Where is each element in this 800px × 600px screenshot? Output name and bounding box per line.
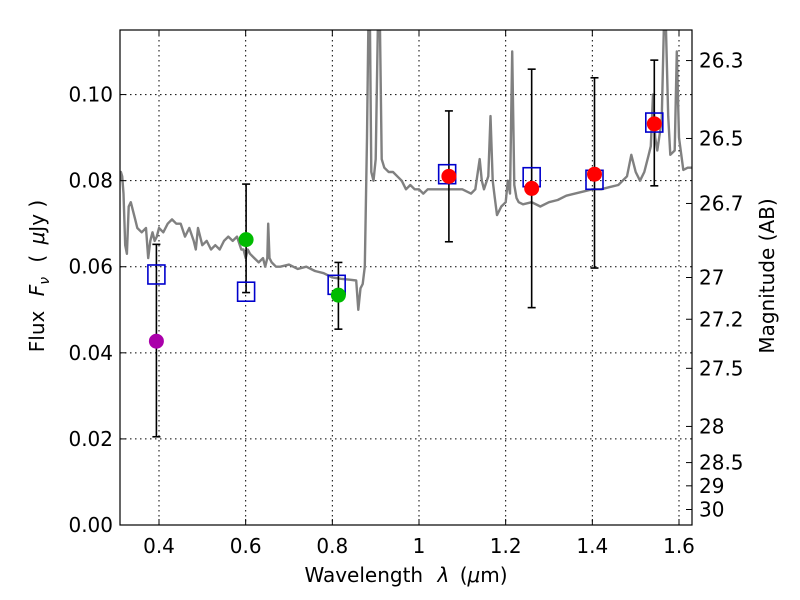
y-tick-label: 0.00	[68, 513, 113, 537]
grid	[120, 30, 692, 526]
error-bars	[152, 59, 659, 438]
y2-tick-label: 28.5	[699, 451, 744, 475]
axis-ticks: 0.4 0.6 0.8 1 1.2 1.4 1.6 0.00 0.02 0.04 0.06 0.08 0…	[68, 30, 744, 558]
plot-frame	[119, 29, 693, 526]
y2-tick-label: 30	[699, 498, 724, 522]
x-tick-label: 0.4	[143, 534, 175, 558]
x-tick-label: 1	[413, 534, 426, 558]
model-point-square	[147, 264, 166, 285]
y2-tick-label: 27.2	[699, 307, 744, 331]
y-axis-label: Flux Fν ( μJy )	[25, 200, 54, 352]
model-point-square	[236, 281, 256, 303]
observed-point	[646, 116, 662, 132]
x-tick-label: 1.6	[663, 534, 695, 558]
x-tick-label: 0.6	[230, 534, 262, 558]
y2-tick-label: 26.7	[699, 191, 744, 215]
observed-photometry-points	[148, 116, 662, 349]
model-spectrum	[120, 30, 692, 311]
y-tick-label: 0.02	[68, 427, 113, 451]
observed-point	[330, 287, 346, 303]
x-tick-label: 1.2	[490, 534, 522, 558]
y2-tick-label: 26.5	[699, 126, 744, 150]
y2-tick-label: 27	[699, 266, 724, 290]
observed-point	[524, 180, 540, 196]
y2-axis-label: Magnitude (AB)	[755, 198, 779, 353]
y2-tick-label: 26.3	[699, 49, 744, 73]
observed-point	[238, 232, 254, 248]
x-axis-label: Wavelength λ (μm)	[304, 563, 507, 587]
y-tick-label: 0.08	[68, 169, 113, 193]
observed-point	[148, 333, 164, 349]
model-point-square	[644, 112, 664, 133]
y2-tick-label: 28	[699, 414, 724, 438]
observed-point	[587, 166, 602, 182]
y-tick-label: 0.06	[68, 255, 113, 279]
x-tick-label: 0.8	[316, 534, 348, 558]
y2-tick-label: 27.5	[699, 356, 744, 380]
observed-point	[441, 168, 457, 184]
x-tick-label: 1.4	[576, 534, 608, 558]
y-tick-label: 0.10	[68, 83, 113, 107]
y2-tick-label: 29	[699, 474, 724, 498]
spectrum-line	[120, 30, 692, 311]
model-photometry-points	[147, 112, 664, 303]
y-tick-label: 0.04	[68, 341, 113, 365]
